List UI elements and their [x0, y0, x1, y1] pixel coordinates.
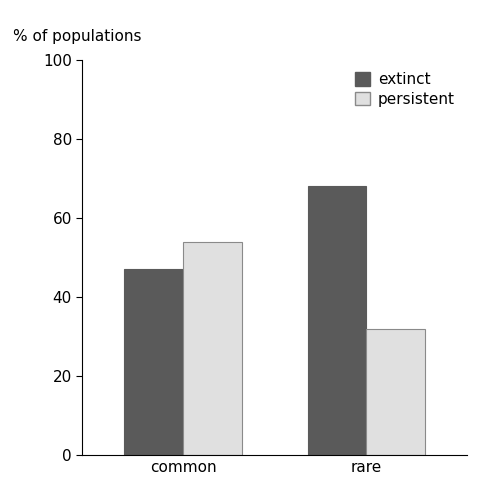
- Bar: [124, 270, 183, 455]
- Bar: [366, 329, 425, 455]
- Bar: [308, 186, 366, 455]
- Text: % of populations: % of populations: [13, 29, 142, 44]
- Bar: [183, 242, 241, 455]
- Legend: extinct, persistent: extinct, persistent: [350, 68, 459, 111]
